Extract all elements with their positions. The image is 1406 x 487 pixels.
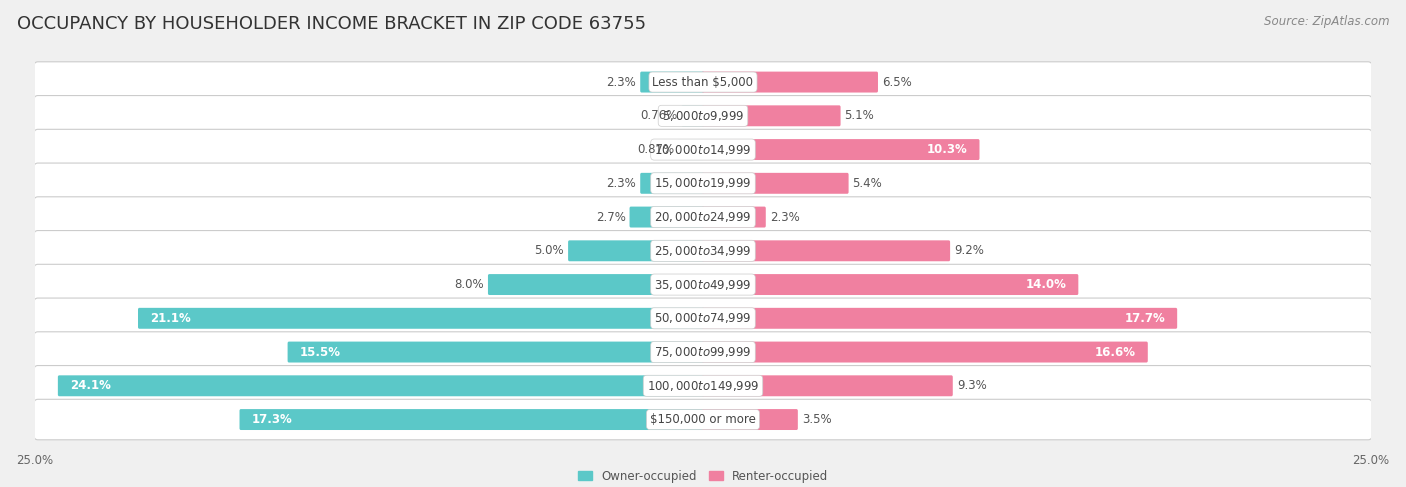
Text: 10.3%: 10.3% <box>927 143 967 156</box>
Legend: Owner-occupied, Renter-occupied: Owner-occupied, Renter-occupied <box>572 465 834 487</box>
Text: 15.5%: 15.5% <box>299 346 340 358</box>
Text: $75,000 to $99,999: $75,000 to $99,999 <box>654 345 752 359</box>
FancyBboxPatch shape <box>488 274 704 295</box>
FancyBboxPatch shape <box>34 332 1372 372</box>
Text: 5.1%: 5.1% <box>845 109 875 122</box>
Text: 17.3%: 17.3% <box>252 413 292 426</box>
Text: 17.7%: 17.7% <box>1125 312 1166 325</box>
FancyBboxPatch shape <box>34 130 1372 170</box>
Text: 9.2%: 9.2% <box>955 244 984 257</box>
FancyBboxPatch shape <box>702 105 841 126</box>
FancyBboxPatch shape <box>702 375 953 396</box>
Text: 2.3%: 2.3% <box>606 177 636 190</box>
FancyBboxPatch shape <box>630 206 704 227</box>
Text: OCCUPANCY BY HOUSEHOLDER INCOME BRACKET IN ZIP CODE 63755: OCCUPANCY BY HOUSEHOLDER INCOME BRACKET … <box>17 15 645 33</box>
FancyBboxPatch shape <box>702 173 849 194</box>
Text: $10,000 to $14,999: $10,000 to $14,999 <box>654 143 752 156</box>
FancyBboxPatch shape <box>34 399 1372 440</box>
FancyBboxPatch shape <box>702 72 877 93</box>
FancyBboxPatch shape <box>702 341 1147 362</box>
FancyBboxPatch shape <box>34 264 1372 305</box>
FancyBboxPatch shape <box>702 308 1177 329</box>
FancyBboxPatch shape <box>702 409 797 430</box>
FancyBboxPatch shape <box>34 230 1372 271</box>
Text: 14.0%: 14.0% <box>1025 278 1066 291</box>
FancyBboxPatch shape <box>58 375 704 396</box>
Text: 6.5%: 6.5% <box>882 75 911 89</box>
Text: 16.6%: 16.6% <box>1095 346 1136 358</box>
Text: $5,000 to $9,999: $5,000 to $9,999 <box>662 109 744 123</box>
FancyBboxPatch shape <box>34 95 1372 136</box>
Text: 0.87%: 0.87% <box>637 143 675 156</box>
FancyBboxPatch shape <box>702 206 766 227</box>
Text: $35,000 to $49,999: $35,000 to $49,999 <box>654 278 752 292</box>
Text: 0.76%: 0.76% <box>640 109 678 122</box>
Text: $20,000 to $24,999: $20,000 to $24,999 <box>654 210 752 224</box>
Text: $25,000 to $34,999: $25,000 to $34,999 <box>654 244 752 258</box>
Text: Less than $5,000: Less than $5,000 <box>652 75 754 89</box>
FancyBboxPatch shape <box>138 308 704 329</box>
FancyBboxPatch shape <box>34 366 1372 406</box>
FancyBboxPatch shape <box>34 298 1372 338</box>
Text: $150,000 or more: $150,000 or more <box>650 413 756 426</box>
Text: 2.3%: 2.3% <box>606 75 636 89</box>
Text: $15,000 to $19,999: $15,000 to $19,999 <box>654 176 752 190</box>
FancyBboxPatch shape <box>702 241 950 261</box>
FancyBboxPatch shape <box>682 105 704 126</box>
Text: 5.0%: 5.0% <box>534 244 564 257</box>
Text: 21.1%: 21.1% <box>150 312 191 325</box>
FancyBboxPatch shape <box>34 197 1372 237</box>
Text: 5.4%: 5.4% <box>852 177 883 190</box>
FancyBboxPatch shape <box>640 72 704 93</box>
FancyBboxPatch shape <box>568 241 704 261</box>
Text: 2.3%: 2.3% <box>769 210 800 224</box>
Text: 3.5%: 3.5% <box>801 413 831 426</box>
FancyBboxPatch shape <box>34 62 1372 102</box>
FancyBboxPatch shape <box>702 274 1078 295</box>
Text: $100,000 to $149,999: $100,000 to $149,999 <box>647 379 759 393</box>
FancyBboxPatch shape <box>679 139 704 160</box>
Text: Source: ZipAtlas.com: Source: ZipAtlas.com <box>1264 15 1389 28</box>
FancyBboxPatch shape <box>640 173 704 194</box>
Text: 2.7%: 2.7% <box>596 210 626 224</box>
FancyBboxPatch shape <box>239 409 704 430</box>
Text: $50,000 to $74,999: $50,000 to $74,999 <box>654 311 752 325</box>
Text: 24.1%: 24.1% <box>70 379 111 393</box>
Text: 8.0%: 8.0% <box>454 278 484 291</box>
FancyBboxPatch shape <box>702 139 980 160</box>
Text: 9.3%: 9.3% <box>956 379 987 393</box>
FancyBboxPatch shape <box>34 163 1372 204</box>
FancyBboxPatch shape <box>288 341 704 362</box>
